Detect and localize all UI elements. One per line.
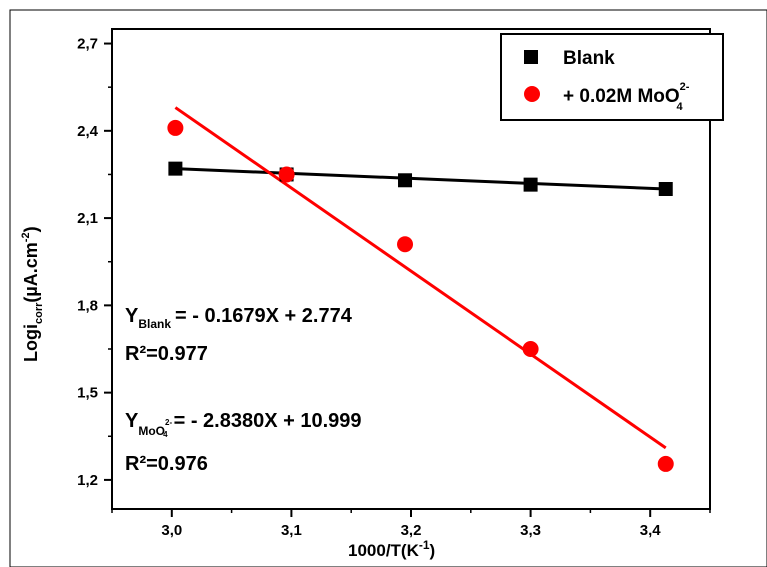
fit-line-blank: [175, 167, 666, 191]
r2-blank: R²=0.977: [125, 343, 208, 365]
data-point-molybdate: [167, 119, 184, 136]
r2-molybdate: R²=0.976: [125, 453, 208, 475]
legend-box: [500, 33, 724, 121]
x-tick-label: 3,2: [401, 522, 422, 539]
x-axis-label: 1000/T(K-1): [348, 538, 435, 560]
fit-lines: [174, 106, 667, 450]
data-point-blank: [168, 161, 183, 176]
y-tick-label: 2,7: [77, 36, 98, 53]
x-tick-label: 3,0: [161, 522, 182, 539]
y-axis-ticks: 1,2 1,5 1,8 2,1 2,4 2,7: [77, 36, 112, 489]
legend-label-blank: Blank: [563, 48, 615, 69]
equation-blank: YBlank = - 0.1679X + 2.774: [125, 305, 353, 331]
y-tick-label: 1,2: [77, 472, 98, 489]
y-axis-label: Logicorr(µA.cm-2): [20, 226, 45, 362]
data-point-molybdate: [278, 166, 295, 183]
y-tick-label: 2,4: [77, 123, 99, 140]
y-tick-label: 1,5: [77, 385, 98, 402]
data-point-molybdate: [522, 341, 539, 357]
data-point-molybdate: [657, 455, 674, 472]
data-point-blank: [658, 182, 673, 196]
legend-marker-molybdate: [524, 86, 540, 102]
x-tick-label: 3,4: [640, 522, 662, 539]
legend-marker-blank: [524, 50, 538, 64]
data-point-blank: [523, 177, 538, 192]
legend-label-molybdate: + 0.02M MoO2-4: [563, 81, 690, 113]
fit-line-molybdate: [174, 106, 667, 450]
equation-molybdate: YMoO2-4= - 2.8380X + 10.999: [125, 410, 362, 439]
y-tick-label: 2,1: [77, 210, 98, 227]
data-point-blank: [398, 173, 413, 188]
y-tick-label: 1,8: [77, 297, 98, 314]
legend: Blank + 0.02M MoO2-4: [500, 33, 724, 121]
x-axis-ticks: 3,0 3,1 3,2 3,3 3,4: [111, 509, 711, 539]
data-point-molybdate: [397, 236, 414, 253]
x-tick-label: 3,3: [520, 522, 541, 539]
data-markers: [167, 119, 674, 472]
x-tick-label: 3,1: [281, 522, 302, 539]
